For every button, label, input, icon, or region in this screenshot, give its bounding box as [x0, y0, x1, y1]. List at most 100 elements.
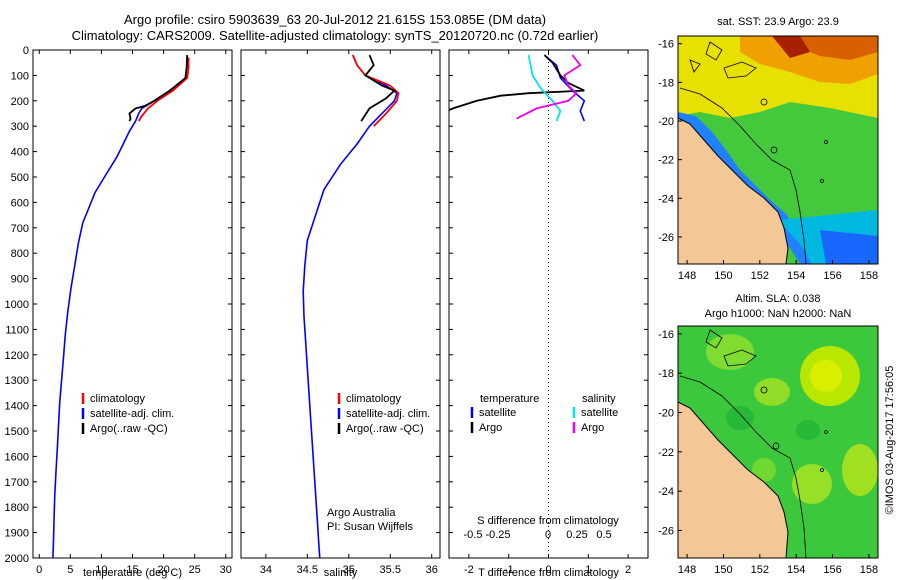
- series-line-argo-raw-qc-: [360, 54, 397, 122]
- map-x-tick-label: 156: [823, 270, 841, 282]
- x-tick-label: 35: [343, 564, 355, 576]
- sla-map-title-line2: Argo h1000: NaN h2000: NaN: [705, 308, 852, 320]
- plot-frame: [240, 49, 441, 559]
- y-tick-label: 1200: [5, 350, 29, 362]
- series-line-satellite-adj-clim-: [52, 57, 190, 558]
- y-tick-label: 700: [11, 223, 29, 235]
- map-y-tick-label: -22: [658, 447, 674, 459]
- temperature-panel: 0 5 10 15 20 25 30 temperature (deg C) 0 100 200 30…: [5, 45, 233, 579]
- series-group: [52, 55, 190, 558]
- series-line-argo-raw-qc-: [128, 55, 189, 122]
- map-x-tick-label: 150: [714, 270, 732, 282]
- y-tick-label: 2000: [5, 553, 29, 565]
- plot-frame: [32, 49, 233, 559]
- sla-map: Altim. SLA: 0.038 Argo h1000: NaN h2000:…: [658, 293, 879, 576]
- map-x-tick-label: 154: [787, 270, 805, 282]
- y-tick-label: 800: [11, 248, 29, 260]
- x2-tick-label: -0.25: [485, 529, 510, 541]
- map-y-tick-label: -20: [658, 408, 674, 420]
- legend-item: Argo: [479, 422, 502, 434]
- x-tick-label: 0: [545, 564, 551, 576]
- y-tick-label: 100: [11, 70, 29, 82]
- difference-panel: -2 -1 0 1 2 T difference from climatology -0.5…: [448, 49, 649, 579]
- legend-item: satellite-adj. clim.: [90, 408, 174, 420]
- legend-item: Argo: [581, 422, 604, 434]
- map-x-tick-label: 156: [823, 564, 841, 576]
- legend-item: climatology: [90, 393, 146, 405]
- y-tick-label: 1400: [5, 401, 29, 413]
- y-tick-label: 1300: [5, 375, 29, 387]
- legend-item: Argo(..raw -QC): [346, 423, 424, 435]
- y-tick-label: 400: [11, 147, 29, 159]
- legend-item: Argo(..raw -QC): [90, 423, 168, 435]
- legend-item: satellite: [581, 407, 618, 419]
- y-tick-label: 200: [11, 96, 29, 108]
- x2-tick-label: 0.5: [596, 529, 611, 541]
- series-line-temperature-argo: [449, 54, 585, 112]
- x-tick-label: 1: [585, 564, 591, 576]
- legend-header-salinity: salinity: [582, 393, 616, 405]
- map-y-tick-label: -26: [658, 232, 674, 244]
- series-line-climatology: [352, 54, 400, 127]
- x2-tick-label: 0: [545, 529, 551, 541]
- x-tick-label: 34: [260, 564, 272, 576]
- series-line-climatology: [137, 57, 190, 122]
- x-tick-label: 36: [426, 564, 438, 576]
- figure-title-line2: Climatology: CARS2009. Satellite-adjuste…: [71, 28, 599, 43]
- salinity-panel: 34 34.5 35 35.5 36 salinity climatology satelli…: [240, 49, 441, 579]
- map-y-tick-label: -16: [658, 39, 674, 51]
- map-y-tick-label: -24: [658, 486, 674, 498]
- y-tick-label: 1700: [5, 477, 29, 489]
- legend-item: satellite: [479, 407, 516, 419]
- figure-title-line1: Argo profile: csiro 5903639_63 20-Jul-20…: [123, 12, 547, 27]
- x-tick-label: -1: [504, 564, 514, 576]
- x-tick-label: 10: [95, 564, 107, 576]
- y-tick-label: 300: [11, 121, 29, 133]
- y-tick-label: 1500: [5, 426, 29, 438]
- sst-map-title: sat. SST: 23.9 Argo: 23.9: [717, 16, 839, 28]
- map-x-tick-label: 152: [751, 564, 769, 576]
- x-tick-label: 30: [220, 564, 232, 576]
- annotation-program: Argo Australia: [327, 507, 396, 519]
- x-tick-label: 20: [157, 564, 169, 576]
- map-y-tick-label: -24: [658, 193, 674, 205]
- x2-tick-label: 0.25: [566, 529, 587, 541]
- map-x-tick-label: 158: [860, 270, 878, 282]
- map-x-tick-label: 154: [787, 564, 805, 576]
- x-axis-label: T difference from climatology: [478, 567, 619, 579]
- map-x-tick-label: 152: [751, 270, 769, 282]
- y-tick-label: 1000: [5, 299, 29, 311]
- map-x-tick-label: 150: [714, 564, 732, 576]
- x2-tick-label: -0.5: [464, 529, 483, 541]
- series-line-salinity-satellite: [527, 54, 562, 122]
- series-group: [449, 54, 586, 122]
- annotation-pi: PI: Susan Wijffels: [327, 521, 413, 533]
- x-tick-label: 25: [189, 564, 201, 576]
- x-tick-label: 5: [67, 564, 73, 576]
- map-x-tick-label: 148: [678, 270, 696, 282]
- x-tick-label: 15: [126, 564, 138, 576]
- map-x-tick-label: 158: [860, 564, 878, 576]
- legend-header-temperature: temperature: [480, 393, 539, 405]
- sla-map-title-line1: Altim. SLA: 0.038: [736, 293, 821, 305]
- x-tick-label: -2: [464, 564, 474, 576]
- sst-map: sat. SST: 23.9 Argo: 23.9 148 150 152 154 15…: [658, 16, 879, 282]
- map-y-tick-label: -26: [658, 525, 674, 537]
- y-tick-label: 1900: [5, 528, 29, 540]
- y-tick-label: 900: [11, 274, 29, 286]
- map-y-tick-label: -22: [658, 155, 674, 167]
- y-tick-label: 600: [11, 197, 29, 209]
- legend-item: climatology: [346, 393, 402, 405]
- map-y-tick-label: -18: [658, 368, 674, 380]
- x-axis-label: temperature (deg C): [83, 567, 182, 579]
- series-group: [302, 54, 400, 558]
- imos-timestamp: ©IMOS 03-Aug-2017 17:56:05: [884, 366, 896, 515]
- map-x-tick-label: 148: [678, 564, 696, 576]
- map-y-tick-label: -18: [658, 77, 674, 89]
- y-tick-label: 500: [11, 172, 29, 184]
- y-tick-label: 1600: [5, 451, 29, 463]
- x-tick-label: 0: [36, 564, 42, 576]
- map-y-tick-label: -20: [658, 116, 674, 128]
- map-y-tick-label: -16: [658, 329, 674, 341]
